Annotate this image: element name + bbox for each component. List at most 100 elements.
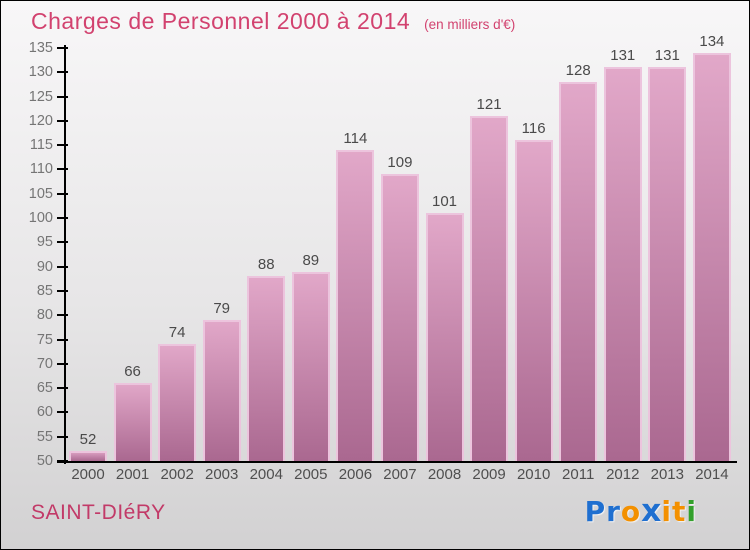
x-axis-year-label: 2003 bbox=[205, 466, 239, 483]
bar bbox=[648, 67, 687, 461]
location-label: SAINT-DIéRY bbox=[31, 501, 166, 524]
y-axis-tick bbox=[57, 168, 68, 171]
bar-group-2009: 121 2009 bbox=[470, 96, 509, 483]
y-axis-tick-label: 100 bbox=[28, 210, 53, 227]
bar-value-label: 66 bbox=[124, 363, 141, 381]
bar bbox=[158, 344, 197, 461]
bar-value-label: 131 bbox=[654, 47, 680, 65]
bar-group-2001: 66 2001 bbox=[113, 363, 152, 483]
x-axis-year-label: 2002 bbox=[160, 466, 194, 483]
bar-group-2010: 116 2010 bbox=[514, 120, 553, 483]
y-axis-tick-label: 90 bbox=[36, 258, 53, 275]
bar bbox=[514, 140, 553, 461]
bar bbox=[336, 150, 375, 461]
proxiti-logo[interactable]: Proxiti bbox=[585, 493, 697, 529]
chart-header: Charges de Personnel 2000 à 2014 (en mil… bbox=[31, 8, 739, 35]
bar-value-label: 88 bbox=[257, 256, 275, 274]
bar-value-label: 89 bbox=[302, 251, 320, 269]
bars-container: 52 2000 66 2001 74 2002 79 2003 88 2004 89 2005 114 2… bbox=[69, 33, 731, 483]
x-axis-year-label: 2014 bbox=[695, 466, 729, 483]
bar bbox=[69, 451, 107, 461]
y-axis-tick bbox=[57, 435, 68, 438]
bar-group-2012: 131 2012 bbox=[603, 47, 642, 483]
bar bbox=[692, 52, 731, 461]
logo-letter: o bbox=[620, 495, 642, 528]
y-axis-tick bbox=[57, 47, 68, 49]
y-axis-tick bbox=[57, 314, 68, 317]
y-axis-tick-label: 80 bbox=[36, 307, 53, 324]
bar-group-2011: 128 2011 bbox=[559, 62, 598, 483]
bar bbox=[470, 116, 509, 461]
y-axis-tick-label: 130 bbox=[28, 64, 53, 81]
bar-value-label: 109 bbox=[387, 154, 413, 172]
y-axis-tick bbox=[57, 119, 68, 122]
bar bbox=[380, 174, 419, 461]
bar bbox=[425, 213, 464, 461]
bar-group-2003: 79 2003 bbox=[202, 300, 241, 483]
y-axis-tick-label: 120 bbox=[28, 112, 53, 129]
x-axis-year-label: 2012 bbox=[606, 466, 640, 483]
x-axis-year-label: 2011 bbox=[562, 466, 595, 483]
y-axis-tick-label: 125 bbox=[28, 88, 53, 105]
bar-group-2006: 114 2006 bbox=[336, 130, 375, 483]
bar-value-label: 131 bbox=[610, 47, 636, 65]
logo-letter: i bbox=[661, 495, 672, 528]
bar-group-2007: 109 2007 bbox=[380, 154, 419, 483]
chart-subtitle: (en milliers d'€) bbox=[424, 17, 516, 32]
y-axis-tick bbox=[57, 265, 68, 268]
bar bbox=[291, 271, 330, 461]
y-axis-tick bbox=[57, 387, 68, 390]
y-axis-tick-label: 75 bbox=[36, 331, 53, 348]
x-axis-year-label: 2013 bbox=[650, 466, 684, 483]
bar-group-2005: 89 2005 bbox=[291, 251, 330, 483]
logo-letter: r bbox=[606, 495, 621, 528]
bar-group-2014: 134 2014 bbox=[692, 32, 731, 483]
bar bbox=[247, 276, 286, 461]
y-axis-tick bbox=[57, 95, 68, 98]
x-axis-year-label: 2006 bbox=[338, 466, 373, 483]
x-axis-year-label: 2001 bbox=[115, 466, 150, 483]
y-axis-tick bbox=[57, 241, 68, 244]
chart-title: Charges de Personnel 2000 à 2014 bbox=[31, 8, 411, 34]
y-axis-tick bbox=[57, 289, 68, 292]
y-axis-tick bbox=[57, 411, 68, 414]
x-axis-year-label: 2005 bbox=[294, 466, 328, 483]
bar-group-2013: 131 2013 bbox=[648, 47, 687, 483]
bar-value-label: 116 bbox=[521, 120, 546, 138]
y-axis-tick-label: 135 bbox=[28, 40, 53, 56]
logo-letter: i bbox=[686, 495, 697, 528]
y-axis-tick-label: 110 bbox=[29, 161, 53, 178]
logo-letter: P bbox=[584, 495, 607, 528]
bar bbox=[603, 67, 642, 461]
bar-group-2004: 88 2004 bbox=[247, 256, 286, 483]
bar bbox=[113, 383, 152, 461]
bar bbox=[559, 82, 598, 461]
y-axis-tick bbox=[57, 338, 68, 341]
y-axis-tick-label: 50 bbox=[36, 453, 53, 469]
y-axis-tick-label: 65 bbox=[36, 380, 53, 397]
bar-value-label: 114 bbox=[343, 130, 368, 147]
bar-group-2000: 52 2000 bbox=[69, 431, 107, 483]
y-axis-tick-label: 70 bbox=[36, 355, 53, 372]
y-axis-tick-label: 60 bbox=[36, 404, 53, 421]
x-axis-year-label: 2007 bbox=[383, 466, 417, 483]
bar-value-label: 79 bbox=[213, 300, 231, 318]
y-axis-tick bbox=[57, 192, 68, 195]
x-axis-year-label: 2010 bbox=[516, 466, 551, 483]
y-axis-tick-label: 105 bbox=[28, 185, 53, 202]
x-axis-year-label: 2008 bbox=[427, 466, 462, 483]
bar-group-2008: 101 2008 bbox=[425, 193, 464, 483]
x-axis-year-label: 2009 bbox=[472, 466, 506, 483]
bar-group-2002: 74 2002 bbox=[158, 324, 197, 483]
bar-value-label: 121 bbox=[476, 96, 502, 113]
y-axis-tick-label: 115 bbox=[29, 137, 53, 154]
bar-value-label: 74 bbox=[168, 324, 186, 342]
x-axis-line bbox=[57, 461, 737, 463]
y-axis-line bbox=[64, 45, 66, 464]
y-axis-tick bbox=[57, 71, 68, 74]
y-axis-tick-label: 95 bbox=[36, 234, 53, 251]
y-axis-tick bbox=[57, 362, 68, 365]
bar-value-label: 134 bbox=[699, 32, 725, 50]
bar-value-label: 52 bbox=[79, 431, 97, 449]
